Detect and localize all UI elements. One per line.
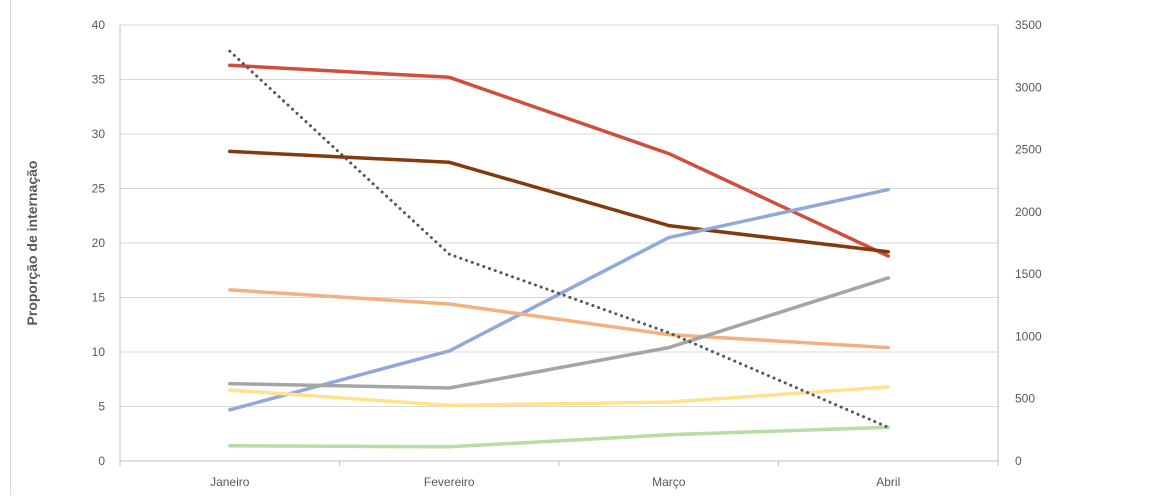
grid-layer [120,24,998,407]
y2-tick-label: 2500 [1015,143,1042,157]
x-tick-label: Fevereiro [424,475,475,489]
y2-tick-label: 1000 [1015,329,1042,343]
y-tick-label: 5 [98,400,105,414]
series-line-2 [228,149,891,254]
y-tick-label: 10 [92,345,106,359]
x-tick-label: Janeiro [210,475,250,489]
y2-tick-label: 2000 [1015,205,1042,219]
y2-tick-label: 3500 [1015,18,1042,32]
y-tick-label: 30 [92,127,106,141]
y-tick-label: 35 [92,73,106,87]
series-layer [228,49,891,449]
y-tick-label: 25 [92,182,106,196]
y-tick-label: 20 [92,236,106,250]
y-tick-label: 0 [98,454,105,468]
series-line-5 [228,276,891,390]
series-line-7 [228,425,891,449]
series-line-4 [228,288,891,350]
y-tick-label: 40 [92,18,106,32]
series-line-1 [228,63,891,258]
x-tick-label: Abril [876,475,900,489]
chart-frame-edge [10,0,11,495]
y-axis-title: Proporção de internação [24,161,40,326]
y2-tick-label: 0 [1015,454,1022,468]
series-line-6 [228,385,891,408]
series-line-3 [228,187,891,412]
y-tick-label: 15 [92,291,106,305]
y2-tick-label: 3000 [1015,80,1042,94]
series-line-8 [228,49,890,429]
axis-layer: 0 5 10 15 20 25 30 35 40 0 500 1000 1500 2000 2500 3000… [92,18,1042,489]
label-layer: Proporção de internação [24,161,40,326]
y2-tick-label: 1500 [1015,267,1042,281]
y2-tick-label: 500 [1015,392,1035,406]
x-tick-label: Março [652,475,686,489]
